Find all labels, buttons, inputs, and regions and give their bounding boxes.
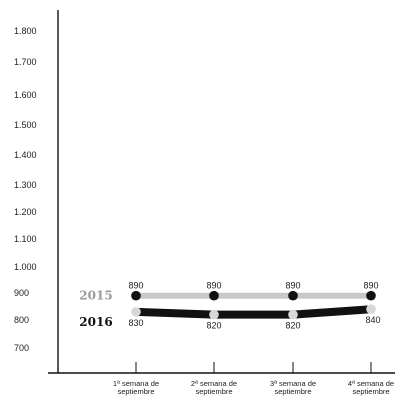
x-tick-label: 3ª semana de septiembre <box>270 379 316 396</box>
data-point <box>209 290 219 301</box>
y-tick-label: 1.400 <box>14 150 37 160</box>
y-tick-label: 700 <box>14 343 29 353</box>
data-point <box>288 290 298 301</box>
y-tick-label: 1.300 <box>14 180 37 190</box>
data-label: 820 <box>285 321 300 331</box>
data-point <box>209 309 219 320</box>
data-point <box>288 309 298 320</box>
data-label: 890 <box>206 281 221 291</box>
y-axis: 1.800 1.700 1.600 1.500 1.400 1.300 1.200 1.100… <box>14 10 59 373</box>
data-label: 840 <box>365 315 380 325</box>
y-tick-label: 1.600 <box>14 90 37 100</box>
data-point <box>131 290 141 301</box>
y-tick-label: 1.000 <box>14 262 37 272</box>
series-name-label: 2015 <box>79 289 112 303</box>
x-tick-label: 4ª semana de septiembre <box>348 379 394 396</box>
x-axis: 1ª semana de septiembre 2ª semana de septie… <box>48 362 395 396</box>
y-tick-label: 1.800 <box>14 26 37 36</box>
y-tick-label: 900 <box>14 288 29 298</box>
series-name-label: 2016 <box>79 315 112 329</box>
data-label: 820 <box>206 321 221 331</box>
data-label: 890 <box>363 281 378 291</box>
data-point <box>131 307 141 317</box>
series-line <box>132 305 375 319</box>
y-tick-label: 1.500 <box>14 120 37 130</box>
x-tick-label: 2ª semana de septiembre <box>191 379 237 396</box>
y-tick-label: 1.700 <box>14 57 37 67</box>
y-tick-label: 1.200 <box>14 207 37 217</box>
data-point <box>366 304 376 315</box>
series-2016: 830 820 820 840 2016 <box>79 304 381 331</box>
y-tick-label: 1.100 <box>14 234 37 244</box>
y-tick-label: 800 <box>14 315 29 325</box>
series-2015: 890 890 890 890 2015 <box>79 281 378 303</box>
data-point <box>366 290 376 301</box>
data-label: 890 <box>285 281 300 291</box>
series-group: 890 890 890 890 2015 830 820 820 840 2016 <box>79 281 380 331</box>
data-label: 890 <box>128 281 143 291</box>
data-label: 830 <box>128 318 143 328</box>
x-tick-label: 1ª semana de septiembre <box>113 379 159 396</box>
